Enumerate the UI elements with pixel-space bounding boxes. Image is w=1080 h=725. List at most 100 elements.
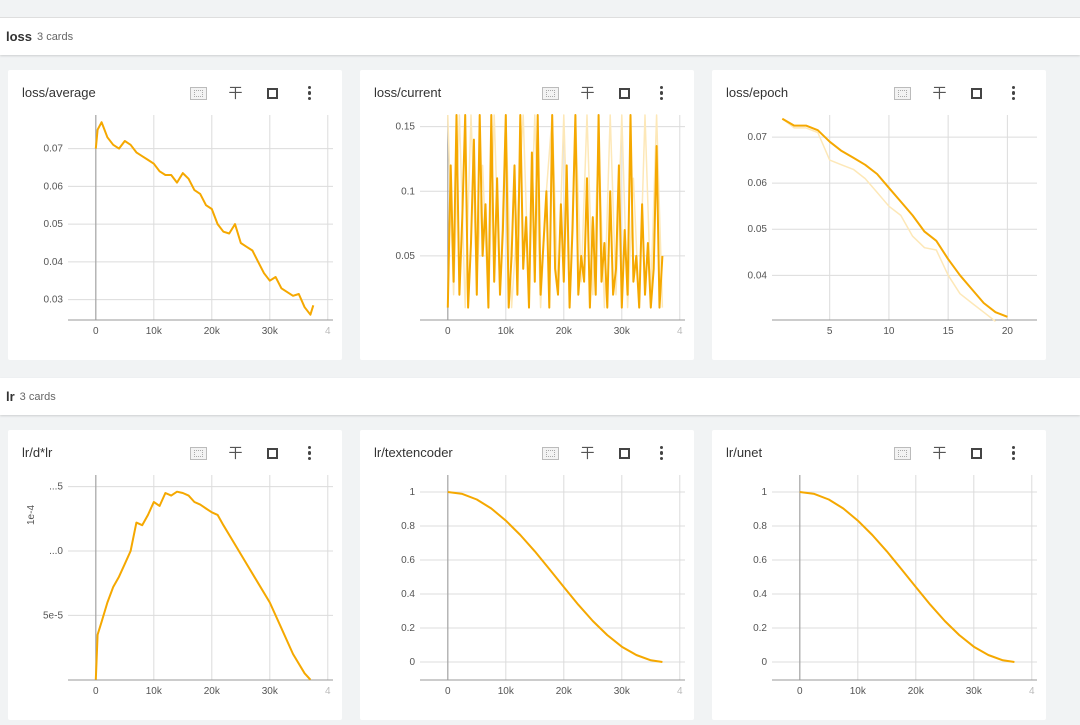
card-title: loss/current <box>374 85 442 100</box>
pin-button[interactable]: 干 <box>921 443 958 463</box>
scalar-card: lr/unet 干 0 10k 20k 30k 4 0 0.2 0.4 0.6 0.8 1 <box>712 430 1046 720</box>
card-title: lr/d*lr <box>22 445 53 460</box>
x-tick-label: 30k <box>262 686 279 697</box>
pin-button[interactable]: 干 <box>217 443 254 463</box>
fullscreen-button[interactable] <box>958 443 995 463</box>
x-tick-label: 20k <box>204 686 221 697</box>
fit-to-data-icon <box>894 86 911 100</box>
fit-to-data-button[interactable] <box>884 83 921 103</box>
x-tick-label: 30k <box>966 686 983 697</box>
x-tick-label: 4 <box>1029 686 1035 697</box>
x-tick-label: 10k <box>146 326 163 337</box>
chart-plot[interactable]: 0 10k 20k 30k 4 0.05 0.1 0.15 <box>360 70 694 360</box>
card-toolbar: 干 <box>884 83 1032 103</box>
x-tick-label: 20k <box>204 326 221 337</box>
fit-to-data-button[interactable] <box>884 443 921 463</box>
y-tick-label: 0.6 <box>753 555 767 566</box>
x-tick-label: 10 <box>883 326 895 337</box>
y-axis-label: 1e-4 <box>26 505 37 525</box>
more-vert-icon <box>307 445 312 461</box>
fit-to-data-button[interactable] <box>180 443 217 463</box>
y-tick-label: 0.6 <box>401 555 415 566</box>
y-tick-label: 0.8 <box>401 521 415 532</box>
series-line-smoothed <box>94 121 315 316</box>
fullscreen-button[interactable] <box>958 83 995 103</box>
scalar-card: loss/epoch 干 5 10 15 20 0.04 0.05 0.06 0.07 <box>712 70 1046 360</box>
pin-button[interactable]: 干 <box>921 83 958 103</box>
more-options-button[interactable] <box>995 443 1032 463</box>
x-tick-label: 5 <box>827 326 833 337</box>
fullscreen-icon <box>267 87 278 99</box>
more-options-button[interactable] <box>291 83 328 103</box>
y-tick-label: 5e-5 <box>43 610 63 621</box>
y-tick-label: 0 <box>409 657 415 668</box>
scalar-card: loss/current 干 0 10k 20k 30k 4 0.05 0.1 0.15 <box>360 70 694 360</box>
x-tick-label: 15 <box>943 326 955 337</box>
more-options-button[interactable] <box>291 443 328 463</box>
more-vert-icon <box>659 85 664 101</box>
y-tick-label: 0 <box>761 657 767 668</box>
fit-to-data-button[interactable] <box>532 83 569 103</box>
fullscreen-button[interactable] <box>254 83 291 103</box>
scalar-card: lr/textencoder 干 0 10k 20k 30k 4 0 0.2 0.4 0.6 0.… <box>360 430 694 720</box>
chart-plot[interactable]: 0 10k 20k 30k 4 0 0.2 0.4 0.6 0.8 1 <box>360 430 694 720</box>
fullscreen-icon <box>971 447 982 459</box>
pin-button[interactable]: 干 <box>569 83 606 103</box>
fullscreen-icon <box>971 87 982 99</box>
x-tick-label: 30k <box>614 686 631 697</box>
more-vert-icon <box>1011 85 1016 101</box>
fit-to-data-button[interactable] <box>180 83 217 103</box>
section-header-lr[interactable]: lr 3 cards <box>0 378 1080 415</box>
series-line-smoothed <box>781 117 1008 318</box>
section-name: lr <box>6 389 15 404</box>
fullscreen-button[interactable] <box>254 443 291 463</box>
chart-plot[interactable]: 0 10k 20k 30k 4 0.03 0.04 0.05 0.06 0.07 <box>8 70 342 360</box>
x-tick-label: 10k <box>146 686 163 697</box>
y-tick-label: 0.15 <box>396 122 416 133</box>
card-title: lr/textencoder <box>374 445 453 460</box>
x-tick-label: 30k <box>262 326 279 337</box>
fit-to-data-icon <box>894 446 911 460</box>
series-line-smoothed <box>447 491 663 663</box>
y-tick-label: 0.06 <box>748 178 768 189</box>
card-toolbar: 干 <box>180 83 328 103</box>
pin-button[interactable]: 干 <box>217 83 254 103</box>
pin-icon: 干 <box>228 445 243 461</box>
fullscreen-button[interactable] <box>606 83 643 103</box>
fit-to-data-icon <box>542 446 559 460</box>
pin-icon: 干 <box>580 445 595 461</box>
series-line-smoothed <box>799 491 1015 663</box>
card-title: lr/unet <box>726 445 763 460</box>
fit-to-data-button[interactable] <box>532 443 569 463</box>
section-header-loss[interactable]: loss 3 cards <box>0 18 1080 55</box>
more-options-button[interactable] <box>995 83 1032 103</box>
fullscreen-icon <box>267 447 278 459</box>
series-line-raw <box>781 118 996 322</box>
x-tick-label: 30k <box>614 326 631 337</box>
y-tick-label: 0.07 <box>44 144 64 155</box>
x-tick-label: 0 <box>445 326 451 337</box>
fit-to-data-icon <box>542 86 559 100</box>
chart-plot[interactable]: 0 10k 20k 30k 4 0 0.2 0.4 0.6 0.8 1 <box>712 430 1046 720</box>
fullscreen-icon <box>619 447 630 459</box>
card-title: loss/epoch <box>726 85 789 100</box>
card-toolbar: 干 <box>532 443 680 463</box>
more-options-button[interactable] <box>643 83 680 103</box>
more-vert-icon <box>1011 445 1016 461</box>
y-tick-label: 0.05 <box>396 251 416 262</box>
y-tick-label: ...5 <box>49 482 63 493</box>
more-vert-icon <box>659 445 664 461</box>
series-line-smoothed <box>94 490 312 681</box>
y-tick-label: 0.06 <box>44 181 64 192</box>
chart-plot[interactable]: 5 10 15 20 0.04 0.05 0.06 0.07 <box>712 70 1046 360</box>
y-tick-label: 0.05 <box>748 224 768 235</box>
more-options-button[interactable] <box>643 443 680 463</box>
chart-plot[interactable]: 0 10k 20k 30k 4 5e-5 ...0 ...5 1e-4 <box>8 430 342 720</box>
series-line-smoothed <box>446 114 664 309</box>
pin-icon: 干 <box>580 85 595 101</box>
y-tick-label: 0.4 <box>401 589 415 600</box>
pin-button[interactable]: 干 <box>569 443 606 463</box>
fullscreen-button[interactable] <box>606 443 643 463</box>
y-tick-label: 0.05 <box>44 219 64 230</box>
x-tick-label: 0 <box>93 326 99 337</box>
